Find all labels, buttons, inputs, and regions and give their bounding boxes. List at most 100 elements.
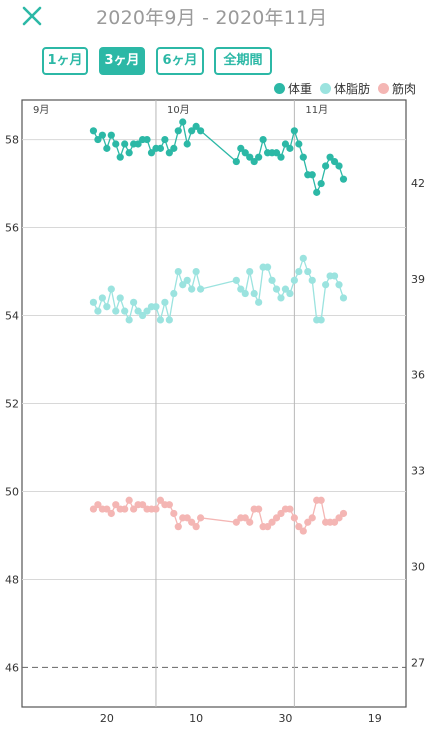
range-6-month-button[interactable]: 6ヶ月 [156, 47, 204, 75]
muscle-data-point [165, 501, 173, 509]
muscle-data-point [339, 509, 348, 518]
weight-data-point [232, 157, 240, 166]
muscle-data-point [130, 505, 138, 513]
body-fat-data-point [299, 254, 307, 262]
close-button[interactable] [20, 4, 44, 28]
body-fat-data-point [255, 298, 263, 306]
body-fat-data-point [161, 298, 169, 306]
muscle-data-point [232, 518, 240, 526]
y-right-tick-label: 42 [411, 177, 425, 190]
body-fat-data-point [98, 294, 106, 302]
muscle-data-point [308, 514, 316, 522]
body-fat-data-point [268, 276, 276, 284]
muscle-data-point [299, 527, 307, 535]
body-fat-data-point [286, 289, 294, 298]
x-tick-label: 20 [100, 712, 114, 725]
range-all-button[interactable]: 全期間 [214, 47, 272, 75]
weight-data-point [192, 122, 200, 130]
body-fat-data-point [138, 311, 147, 320]
range-3-month-button[interactable]: 3ヶ月 [99, 47, 145, 75]
muscle-data-point [170, 509, 178, 518]
y-left-tick-label: 50 [5, 485, 19, 498]
body-fat-data-point [232, 276, 240, 284]
weight-data-point [317, 179, 325, 188]
body-fat-data-point [192, 267, 200, 276]
weight-data-point [143, 135, 151, 144]
weight-data-point [281, 140, 290, 148]
body-fat-data-point [330, 272, 339, 280]
x-tick-label: 10 [189, 712, 203, 725]
muscle-data-point [286, 505, 294, 513]
y-left-tick-label: 56 [5, 222, 19, 235]
body-fat-data-point [134, 307, 142, 315]
body-fat-data-point [179, 281, 187, 289]
y-left-tick-label: 54 [5, 310, 19, 323]
muscle-data-point [268, 518, 276, 526]
muscle-data-point [174, 523, 182, 531]
weight-data-point [255, 153, 263, 161]
weight-data-point [326, 153, 334, 161]
y-left-tick-label: 48 [5, 573, 19, 586]
body-fat-series-line [92, 256, 345, 323]
weight-data-point [250, 157, 258, 166]
body-fat-data-point [272, 285, 281, 293]
chart-legend: 体重 体脂肪 筋肉 [273, 80, 416, 96]
range-selector: 1ヶ月 3ヶ月 6ヶ月 全期間 [0, 47, 430, 75]
body-composition-chart[interactable]: 46 48 50 52 54 56 58 27 30 33 36 39 42 9月 10月 11月 20 10 30… [0, 98, 430, 739]
muscle-data-point [272, 514, 281, 522]
body-fat-data-point [165, 316, 173, 324]
weight-data-point [89, 127, 98, 135]
weight-data-point [121, 140, 129, 148]
legend-muscle[interactable]: 筋肉 [377, 80, 416, 96]
muscle-data-point [330, 518, 339, 526]
body-fat-data-point [197, 285, 205, 293]
weight-data-point [197, 127, 205, 135]
muscle-data-point [246, 518, 254, 526]
weight-data-point [277, 153, 285, 161]
weight-data-point [286, 144, 294, 152]
muscle-data-point [107, 509, 115, 518]
muscle-data-point [263, 523, 272, 531]
body-fat-data-point [317, 316, 325, 324]
body-fat-data-point [143, 307, 151, 315]
body-fat-data-point [103, 303, 111, 311]
y-left-tick-label: 58 [5, 134, 19, 147]
body-fat-data-point [125, 316, 133, 324]
weight-data-point [98, 131, 106, 139]
weight-data-point [299, 153, 307, 161]
period-title: 2020年9月 - 2020年11月 [96, 7, 328, 29]
weight-data-point [107, 131, 115, 139]
weight-data-point [313, 188, 321, 196]
body-fat-data-point [130, 298, 138, 306]
range-1-month-button[interactable]: 1ヶ月 [42, 47, 88, 75]
weight-data-point [125, 149, 133, 157]
weight-data-point [174, 127, 182, 135]
body-fat-data-point [156, 316, 165, 324]
muscle-data-point [290, 514, 298, 522]
weight-data-point [322, 162, 330, 170]
weight-data-point [290, 127, 298, 135]
month-label: 11月 [305, 104, 328, 116]
body-fat-data-point [281, 285, 290, 293]
weight-data-point [246, 153, 254, 161]
legend-muscle-dot [377, 82, 389, 94]
month-label: 9月 [33, 104, 49, 116]
y-left-tick-label: 52 [5, 398, 19, 411]
body-fat-data-point [304, 267, 312, 276]
body-fat-data-point [94, 307, 102, 315]
body-fat-data-point [152, 303, 160, 311]
muscle-data-point [121, 505, 129, 513]
body-fat-data-point [121, 307, 129, 315]
body-fat-data-point [107, 285, 115, 293]
weight-data-point [335, 162, 343, 170]
legend-body-fat[interactable]: 体脂肪 [319, 80, 370, 96]
weight-data-point [237, 144, 245, 152]
weight-data-point [330, 157, 339, 166]
legend-weight[interactable]: 体重 [273, 80, 312, 96]
weight-data-point [339, 175, 348, 183]
weight-data-point [308, 171, 316, 179]
weight-data-point [103, 144, 111, 152]
body-fat-data-point [112, 307, 120, 315]
legend-body-fat-label: 体脂肪 [333, 81, 370, 96]
month-label: 10月 [167, 104, 190, 116]
